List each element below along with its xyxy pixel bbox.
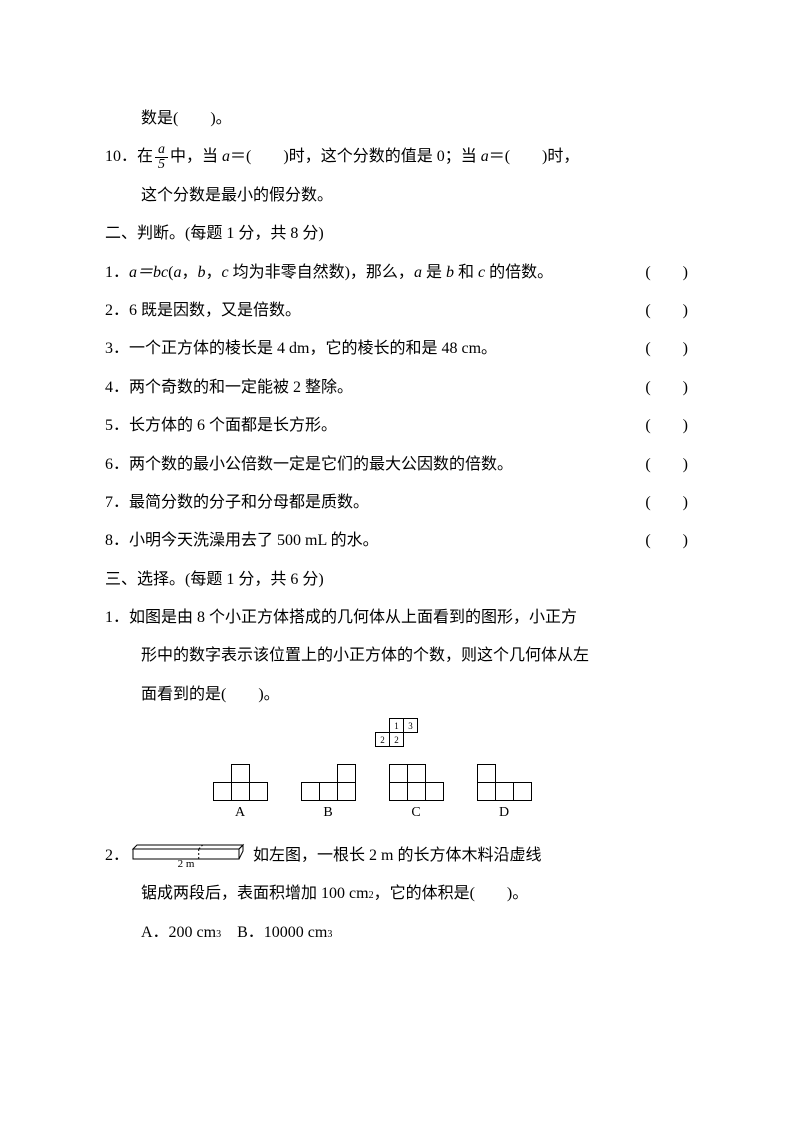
j2-text: 6 既是因数，又是倍数。 bbox=[129, 292, 645, 330]
q10-number: 10． bbox=[105, 138, 137, 176]
j6-num: 6． bbox=[105, 446, 129, 484]
svg-text:D: D bbox=[498, 805, 508, 820]
svg-text:A: A bbox=[234, 805, 245, 820]
q10-fraction: a5 bbox=[155, 143, 168, 172]
c1-num: 1． bbox=[105, 599, 129, 637]
q10-frac-den: 5 bbox=[155, 158, 168, 172]
j6-paren: ( ) bbox=[645, 446, 688, 484]
j1-p10: 是 bbox=[422, 264, 446, 281]
q10-line2: 这个分数是最小的假分数。 bbox=[105, 177, 688, 215]
c2-optB: B．10000 cm bbox=[221, 914, 327, 952]
choice-2-line2: 锯成两段后，表面积增加 100 cm2，它的体积是( )。 bbox=[105, 875, 688, 913]
j4-num: 4． bbox=[105, 369, 129, 407]
j1-p6: ， bbox=[205, 264, 221, 281]
c2-l1a: 如左图，一根长 2 m 的长方体木料沿虚线 bbox=[253, 837, 541, 875]
choice-2-line1: 2． 2 m 如左图，一根长 2 m 的长方体木料沿虚线 bbox=[105, 837, 688, 875]
j5-paren: ( ) bbox=[645, 407, 688, 445]
j1-p11: b bbox=[446, 264, 454, 281]
q10-a2: a bbox=[481, 148, 489, 165]
choice-1-line2: 形中的数字表示该位置上的小正方体的个数，则这个几何体从左 bbox=[105, 637, 688, 675]
svg-text:B: B bbox=[323, 805, 332, 820]
c1-l3: 面看到的是( )。 bbox=[141, 676, 280, 714]
j1-text: a＝bc(a，b，c 均为非零自然数)，那么，a 是 b 和 c 的倍数。 bbox=[129, 254, 645, 292]
svg-text:2: 2 bbox=[380, 735, 385, 745]
j5-num: 5． bbox=[105, 407, 129, 445]
j1-p4: ， bbox=[181, 264, 197, 281]
judge-1: 1． a＝bc(a，b，c 均为非零自然数)，那么，a 是 b 和 c 的倍数。… bbox=[105, 254, 688, 292]
svg-text:C: C bbox=[411, 805, 420, 820]
choice-1-figures: 1322 ABCD bbox=[105, 718, 688, 837]
c2-l2: 锯成两段后，表面积增加 100 cm bbox=[141, 875, 369, 913]
j3-paren: ( ) bbox=[645, 330, 688, 368]
judge-8: 8． 小明今天洗澡用去了 500 mL 的水。 ( ) bbox=[105, 522, 688, 560]
judge-4: 4． 两个奇数的和一定能被 2 整除。 ( ) bbox=[105, 369, 688, 407]
section-2-heading: 二、判断。(每题 1 分，共 8 分) bbox=[105, 215, 688, 253]
svg-text:2 m: 2 m bbox=[178, 858, 195, 869]
q10-line2-text: 这个分数是最小的假分数。 bbox=[141, 177, 333, 215]
q10-mid2: ＝( )时，这个分数的值是 0；当 bbox=[230, 148, 481, 165]
judge-2: 2． 6 既是因数，又是倍数。 ( ) bbox=[105, 292, 688, 330]
options-figure: A B C D bbox=[207, 764, 587, 822]
choice-1-line3: 面看到的是( )。 bbox=[105, 676, 688, 714]
j7-text: 最简分数的分子和分母都是质数。 bbox=[129, 484, 645, 522]
c1-l2: 形中的数字表示该位置上的小正方体的个数，则这个几何体从左 bbox=[141, 637, 589, 675]
q10-mid3: ＝( )时， bbox=[489, 148, 580, 165]
q10-pre: 在 bbox=[137, 148, 153, 165]
q9-tail: 数是( )。 bbox=[141, 100, 232, 138]
choice-2-options: A．200 cm3 B．10000 cm3 bbox=[105, 914, 688, 952]
j8-text: 小明今天洗澡用去了 500 mL 的水。 bbox=[129, 522, 645, 560]
q10-a1: a bbox=[222, 148, 230, 165]
j4-paren: ( ) bbox=[645, 369, 688, 407]
j1-paren: ( ) bbox=[645, 254, 688, 292]
c1-l1: 如图是由 8 个小正方体搭成的几何体从上面看到的图形，小正方 bbox=[129, 599, 688, 637]
c2-l2b: ，它的体积是( )。 bbox=[374, 875, 529, 913]
q9-tail-line: 数是( )。 bbox=[105, 100, 688, 138]
j2-num: 2． bbox=[105, 292, 129, 330]
j8-paren: ( ) bbox=[645, 522, 688, 560]
j3-text: 一个正方体的棱长是 4 dm，它的棱长的和是 48 cm。 bbox=[129, 330, 645, 368]
q10-text1: 在a5中，当 a＝( )时，这个分数的值是 0；当 a＝( )时， bbox=[137, 138, 688, 176]
q10-mid1: 中，当 bbox=[170, 148, 222, 165]
j5-text: 长方体的 6 个面都是长方形。 bbox=[129, 407, 645, 445]
j1-p13: c bbox=[478, 264, 485, 281]
j4-text: 两个奇数的和一定能被 2 整除。 bbox=[129, 369, 645, 407]
svg-text:3: 3 bbox=[408, 721, 413, 731]
judge-6: 6． 两个数的最小公倍数一定是它们的最大公因数的倍数。 ( ) bbox=[105, 446, 688, 484]
j6-text: 两个数的最小公倍数一定是它们的最大公因数的倍数。 bbox=[129, 446, 645, 484]
c2-optA: A．200 cm bbox=[141, 914, 216, 952]
choice-1-line1: 1． 如图是由 8 个小正方体搭成的几何体从上面看到的图形，小正方 bbox=[105, 599, 688, 637]
c2-num: 2． bbox=[105, 837, 129, 875]
section-3-heading: 三、选择。(每题 1 分，共 6 分) bbox=[105, 561, 688, 599]
c2-optB-sup: 3 bbox=[327, 923, 332, 947]
j7-num: 7． bbox=[105, 484, 129, 522]
svg-text:1: 1 bbox=[394, 721, 399, 731]
j1-p14: 的倍数。 bbox=[485, 264, 553, 281]
j3-num: 3． bbox=[105, 330, 129, 368]
j1-num: 1． bbox=[105, 254, 129, 292]
wood-log-figure: 2 m bbox=[129, 843, 247, 869]
j2-paren: ( ) bbox=[645, 292, 688, 330]
svg-text:2: 2 bbox=[394, 735, 399, 745]
q10-frac-num: a bbox=[155, 143, 168, 158]
j8-num: 8． bbox=[105, 522, 129, 560]
j1-p8: 均为非零自然数)，那么， bbox=[229, 264, 414, 281]
q10-line1: 10． 在a5中，当 a＝( )时，这个分数的值是 0；当 a＝( )时， bbox=[105, 138, 688, 176]
page: 数是( )。 10． 在a5中，当 a＝( )时，这个分数的值是 0；当 a＝(… bbox=[0, 0, 793, 1012]
j1-p1: a＝bc bbox=[129, 264, 168, 281]
sec3-title: 三、选择。(每题 1 分，共 6 分) bbox=[105, 561, 324, 599]
top-view-figure: 1322 bbox=[375, 718, 419, 748]
judge-3: 3． 一个正方体的棱长是 4 dm，它的棱长的和是 48 cm。 ( ) bbox=[105, 330, 688, 368]
judge-7: 7． 最简分数的分子和分母都是质数。 ( ) bbox=[105, 484, 688, 522]
sec2-title: 二、判断。(每题 1 分，共 8 分) bbox=[105, 215, 324, 253]
judge-5: 5． 长方体的 6 个面都是长方形。 ( ) bbox=[105, 407, 688, 445]
j7-paren: ( ) bbox=[645, 484, 688, 522]
j1-p7: c bbox=[221, 264, 228, 281]
j1-p9: a bbox=[414, 264, 422, 281]
j1-p12: 和 bbox=[454, 264, 478, 281]
